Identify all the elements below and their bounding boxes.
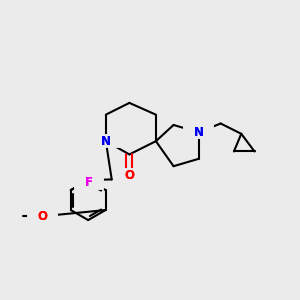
Text: N: N (194, 126, 204, 139)
Text: O: O (124, 169, 134, 182)
Text: O: O (38, 210, 47, 223)
Text: F: F (85, 176, 93, 189)
Text: N: N (194, 126, 204, 139)
Text: N: N (101, 135, 111, 148)
Text: F: F (85, 176, 93, 189)
Text: O: O (38, 210, 47, 223)
Text: O: O (124, 169, 134, 182)
Text: N: N (101, 135, 111, 148)
